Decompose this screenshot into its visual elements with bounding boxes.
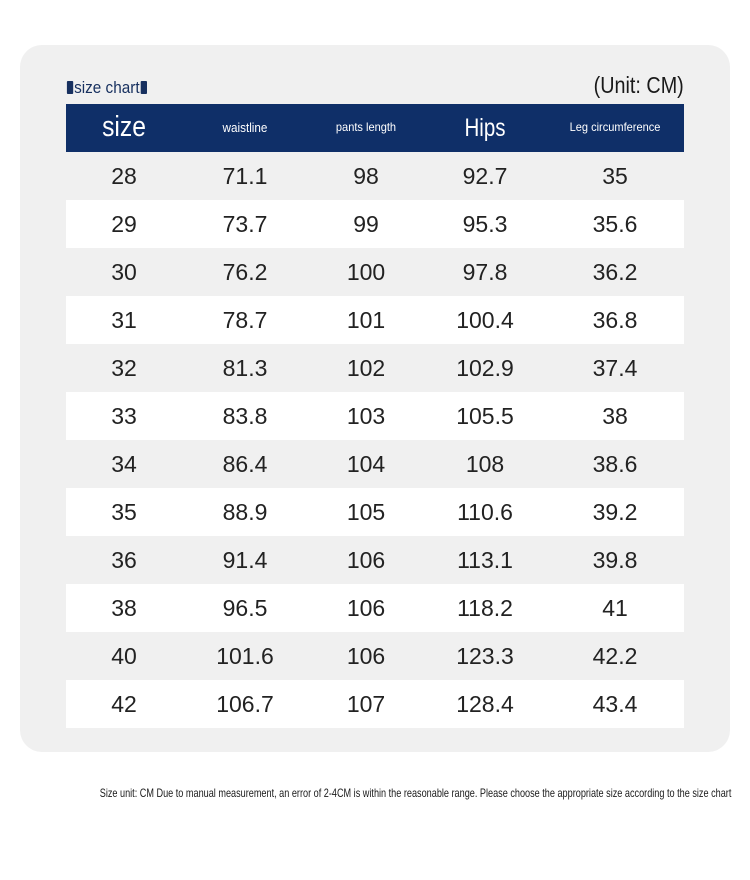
- table-cell: 43.4: [592, 690, 638, 717]
- table-cell: 31: [111, 306, 137, 333]
- table-cell: 71.1: [222, 162, 268, 189]
- table-row: 29 73.7 99 95.3 35.6: [66, 200, 684, 248]
- table-cell: 81.3: [222, 354, 268, 381]
- table-body: 28 71.1 98 92.7 35 29 73.7 99 95.3 35.6 30 76.2 100 9…: [66, 152, 684, 728]
- table-cell: 123.3: [456, 642, 514, 669]
- table-cell: 96.5: [222, 594, 268, 621]
- table-cell: 105: [346, 498, 386, 525]
- table-cell: 76.2: [222, 258, 268, 285]
- table-cell: 86.4: [222, 450, 268, 477]
- table-row: 35 88.9 105 110.6 39.2: [66, 488, 684, 536]
- table-row: 36 91.4 106 113.1 39.8: [66, 536, 684, 584]
- table-cell: 105.5: [456, 402, 514, 429]
- table-cell: 34: [111, 450, 137, 477]
- title-row: size chart (Unit: CM): [66, 72, 684, 100]
- table-cell: 41: [602, 594, 628, 621]
- table-cell: 40: [111, 642, 137, 669]
- table-cell: 100.4: [456, 306, 514, 333]
- table-cell: 92.7: [462, 162, 508, 189]
- table-cell: 99: [353, 210, 379, 237]
- table-cell: 39.2: [592, 498, 638, 525]
- chart-title-text: size chart: [74, 78, 140, 97]
- table-cell: 38: [602, 402, 628, 429]
- table-cell: 42: [111, 690, 137, 717]
- table-cell: 88.9: [222, 498, 268, 525]
- table-row: 28 71.1 98 92.7 35: [66, 152, 684, 200]
- table-cell: 37.4: [592, 354, 638, 381]
- table-row: 38 96.5 106 118.2 41: [66, 584, 684, 632]
- header-hips: Hips: [464, 113, 506, 142]
- table-cell: 128.4: [456, 690, 514, 717]
- table-cell: 32: [111, 354, 137, 381]
- table-cell: 100: [346, 258, 386, 285]
- table-cell: 42.2: [592, 642, 638, 669]
- unit-label: (Unit: CM): [593, 72, 684, 98]
- table-cell: 83.8: [222, 402, 268, 429]
- table-cell: 106.7: [216, 690, 274, 717]
- table-row: 42 106.7 107 128.4 43.4: [66, 680, 684, 728]
- table-cell: 107: [346, 690, 386, 717]
- table-cell: 39.8: [592, 546, 638, 573]
- bracket-right-icon: [140, 81, 147, 94]
- table-cell: 95.3: [462, 210, 508, 237]
- table-cell: 91.4: [222, 546, 268, 573]
- table-cell: 35: [111, 498, 137, 525]
- table-row: 30 76.2 100 97.8 36.2: [66, 248, 684, 296]
- footnote: Size unit: CM Due to manual measurement,…: [0, 786, 750, 800]
- table-cell: 102.9: [456, 354, 514, 381]
- table-cell: 102: [346, 354, 386, 381]
- table-cell: 103: [346, 402, 386, 429]
- size-table: size waistline pants length Hips Leg cir…: [66, 104, 684, 728]
- table-row: 34 86.4 104 108 38.6: [66, 440, 684, 488]
- table-cell: 108: [465, 450, 505, 477]
- table-cell: 29: [111, 210, 137, 237]
- header-leg-circumference: Leg circumference: [569, 120, 661, 135]
- table-row: 31 78.7 101 100.4 36.8: [66, 296, 684, 344]
- table-cell: 36.8: [592, 306, 638, 333]
- table-cell: 106: [346, 546, 386, 573]
- table-cell: 35: [602, 162, 628, 189]
- table-row: 40 101.6 106 123.3 42.2: [66, 632, 684, 680]
- bracket-left-icon: [66, 81, 74, 94]
- table-cell: 101.6: [216, 642, 274, 669]
- table-cell: 36: [111, 546, 137, 573]
- table-cell: 38.6: [592, 450, 638, 477]
- table-header: size waistline pants length Hips Leg cir…: [66, 104, 684, 152]
- table-cell: 33: [111, 402, 137, 429]
- table-cell: 118.2: [457, 594, 513, 621]
- header-size: size: [102, 111, 146, 144]
- table-cell: 73.7: [222, 210, 268, 237]
- table-cell: 28: [111, 162, 137, 189]
- table-cell: 38: [111, 594, 137, 621]
- header-pants-length: pants length: [335, 120, 397, 135]
- chart-title: size chart: [66, 78, 148, 98]
- table-cell: 36.2: [592, 258, 638, 285]
- footnote-text: Size unit: CM Due to manual measurement,…: [99, 786, 732, 800]
- header-waistline: waistline: [222, 119, 268, 135]
- table-cell: 104: [346, 450, 386, 477]
- table-cell: 110.6: [457, 498, 513, 525]
- table-cell: 113.1: [457, 546, 513, 573]
- table-cell: 106: [346, 642, 386, 669]
- table-row: 32 81.3 102 102.9 37.4: [66, 344, 684, 392]
- table-cell: 101: [346, 306, 386, 333]
- table-cell: 78.7: [222, 306, 268, 333]
- table-cell: 106: [346, 594, 386, 621]
- table-cell: 30: [111, 258, 137, 285]
- table-row: 33 83.8 103 105.5 38: [66, 392, 684, 440]
- table-cell: 35.6: [592, 210, 638, 237]
- table-cell: 97.8: [462, 258, 508, 285]
- table-cell: 98: [353, 162, 379, 189]
